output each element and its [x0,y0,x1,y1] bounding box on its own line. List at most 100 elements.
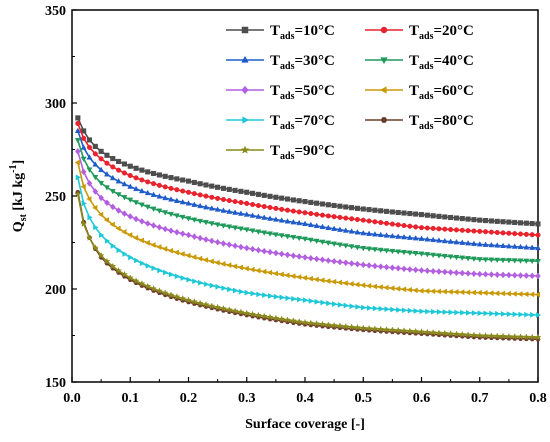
data-point [98,194,104,202]
data-point [203,204,209,210]
legend-swatch-marker [240,145,250,154]
legend-item: Tads=10°C [226,23,335,42]
data-point [366,218,372,224]
data-point [314,211,320,217]
data-point [185,216,192,222]
data-point [349,205,355,211]
series-40C [74,138,541,265]
data-point [511,271,518,279]
x-tick-label: 0.0 [63,391,81,406]
data-point [465,256,472,262]
data-point [424,212,430,218]
data-point [191,179,197,186]
data-point [326,300,332,307]
data-point [417,328,426,335]
data-point [418,251,425,257]
data-point [482,289,488,296]
data-point [506,219,512,225]
data-point [307,275,313,282]
data-point [191,217,198,223]
data-point [157,267,163,274]
data-point [295,317,303,325]
data-point [453,269,460,277]
data-point [180,188,186,194]
data-point [144,239,150,246]
data-point [139,177,145,183]
data-point [366,230,373,236]
data-point [103,185,110,191]
data-point [197,192,203,198]
data-point [273,205,279,211]
data-point [127,183,134,189]
data-point [278,271,284,278]
data-point [488,241,495,248]
data-point [320,299,326,306]
data-point [238,199,244,206]
data-point [384,306,390,313]
legend-swatch-marker [380,57,388,65]
data-point [74,147,81,155]
data-point [162,194,169,201]
data-point [401,265,407,273]
data-point [366,305,373,311]
data-point [395,233,402,239]
data-point [384,208,390,214]
data-point [156,244,162,250]
x-tick-label: 0.5 [355,391,373,406]
data-point [330,278,337,285]
data-point [389,209,395,215]
data-point [173,228,180,236]
data-point [535,244,541,251]
legend-label: Tads=10°C [270,23,335,42]
data-point [470,331,478,339]
data-point [529,258,536,265]
x-tick-label: 0.6 [413,391,431,406]
data-point [220,207,227,213]
data-point [448,309,454,316]
data-point [144,282,152,290]
data-point [185,189,192,195]
legend-item: Tads=50°C [226,83,335,102]
data-point [250,201,256,208]
data-point [383,248,390,254]
data-point [121,170,127,176]
data-point [214,206,221,212]
data-point [360,229,367,236]
data-point [500,257,507,264]
y-tick-label: 300 [45,97,66,112]
data-point [342,280,348,287]
data-point [471,228,477,234]
data-point [255,213,262,219]
data-point [208,237,215,245]
data-point [132,277,140,284]
data-point [284,207,291,213]
data-point [250,190,256,196]
data-point [325,213,331,219]
data-point [342,227,349,233]
data-point [121,180,128,187]
data-point [488,257,495,263]
data-point [150,222,157,229]
legend-label: Tads=90°C [270,143,335,162]
data-point [173,197,180,203]
data-point [319,239,326,246]
data-point [343,215,349,221]
data-point [430,225,436,231]
data-point [179,198,186,205]
data-point [266,313,274,321]
data-point [517,243,524,250]
data-point [453,289,459,295]
data-point [244,189,250,195]
data-point [448,214,454,221]
data-point [500,219,506,225]
data-point [483,310,489,317]
data-point [325,202,331,208]
data-point [494,257,501,264]
data-point [74,127,81,133]
data-point [500,242,507,248]
data-point [331,225,338,231]
data-point [336,226,343,232]
data-point [109,203,116,211]
data-point [425,308,431,315]
legend-label: Tads=20°C [409,23,474,42]
